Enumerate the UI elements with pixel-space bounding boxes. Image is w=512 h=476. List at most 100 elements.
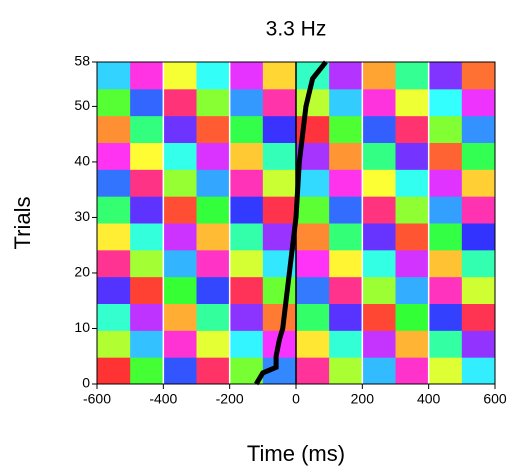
heatmap-cell: [196, 223, 231, 251]
heatmap-cell: [97, 223, 131, 251]
heatmap-cell: [362, 169, 396, 197]
heatmap-cell: [196, 169, 231, 197]
heatmap-cell: [97, 330, 131, 358]
heatmap-cell: [329, 62, 363, 90]
heatmap-cell: [329, 357, 363, 385]
heatmap-cell: [163, 303, 197, 331]
y-tick-label: 0: [82, 375, 90, 391]
heatmap-cell: [395, 88, 430, 117]
heatmap-cell: [362, 330, 396, 358]
heatmap-cell: [362, 357, 396, 385]
heatmap-cell: [395, 142, 430, 170]
heatmap-cell: [229, 142, 264, 170]
heatmap-cell: [428, 142, 463, 170]
heatmap-cell: [229, 62, 264, 90]
heatmap-cell: [262, 196, 297, 224]
heatmap-cell: [329, 115, 363, 143]
heatmap-cell: [229, 196, 264, 224]
heatmap-cell: [362, 223, 396, 251]
heatmap-cell: [296, 88, 330, 117]
heatmap-cell: [296, 330, 330, 358]
y-tick-label: 58: [74, 53, 90, 69]
heatmap-cell: [97, 142, 131, 170]
heatmap-cell: [428, 62, 463, 90]
heatmap-cell: [130, 169, 164, 197]
heatmap-cell: [395, 357, 430, 385]
heatmap-cell: [296, 169, 330, 197]
y-axis-label: Trials: [10, 197, 35, 250]
response-line: [254, 60, 328, 386]
heatmap-cell: [362, 249, 396, 278]
heatmap-cell: [262, 276, 297, 304]
heatmap-cell: [461, 142, 496, 170]
heatmap-cell: [362, 142, 396, 170]
heatmap-cell: [229, 249, 264, 278]
heatmap-cell: [163, 249, 197, 278]
x-tick-label: 200: [351, 391, 375, 407]
heatmap-cell: [329, 276, 363, 304]
heatmap-cell: [362, 276, 396, 304]
x-axis-label: Time (ms): [247, 441, 345, 466]
heatmap-cell: [296, 303, 330, 331]
heatmap-cell: [163, 115, 197, 143]
x-tick-label: 0: [292, 391, 300, 407]
heatmap-cell: [196, 276, 231, 304]
heatmap-cell: [130, 196, 164, 224]
heatmap-cell: [395, 115, 430, 143]
heatmap-cell: [196, 62, 231, 90]
heatmap-cell: [163, 169, 197, 197]
heatmap-cell: [461, 196, 496, 224]
heatmap-cell: [97, 169, 131, 197]
heatmap-cell: [461, 330, 496, 358]
heatmap-cell: [130, 276, 164, 304]
heatmap-cell: [461, 115, 496, 143]
heatmap-cell: [296, 249, 330, 278]
heatmap-cell: [97, 196, 131, 224]
heatmap-cell: [428, 169, 463, 197]
heatmap-cell: [296, 196, 330, 224]
heatmap-cell: [196, 330, 231, 358]
heatmap-cell: [461, 169, 496, 197]
heatmap-cell: [229, 115, 264, 143]
heatmap-cell: [97, 249, 131, 278]
heatmap-cell: [229, 88, 264, 117]
heatmap-cell: [296, 223, 330, 251]
heatmap-cell: [163, 223, 197, 251]
heatmap-cell: [130, 249, 164, 278]
heatmap-cell: [296, 357, 330, 385]
heatmap-cell: [196, 115, 231, 143]
heatmap-cell: [461, 276, 496, 304]
heatmap-cell: [461, 88, 496, 117]
heatmap-cell: [262, 88, 297, 117]
x-tick-label: 400: [417, 391, 441, 407]
heatmap-cell: [329, 330, 363, 358]
heatmap-cell: [130, 303, 164, 331]
heatmap-cell: [196, 142, 231, 170]
y-tick-label: 10: [74, 319, 90, 335]
heatmap-cell: [196, 357, 231, 385]
heatmap-cell: [130, 357, 164, 385]
heatmap-cell: [362, 115, 396, 143]
heatmap-cell: [395, 169, 430, 197]
heatmap-cell: [428, 303, 463, 331]
heatmap-cell: [329, 169, 363, 197]
heatmap-cell: [395, 249, 430, 278]
heatmap-cell: [97, 357, 131, 385]
heatmap-cell: [329, 223, 363, 251]
heatmap-cell: [229, 223, 264, 251]
heatmap-cell: [329, 196, 363, 224]
heatmap-cell: [130, 223, 164, 251]
heatmap-cell: [461, 303, 496, 331]
heatmap-cell: [461, 357, 496, 385]
heatmap-cell: [329, 249, 363, 278]
y-tick-label: 30: [74, 208, 90, 224]
heatmap-cell: [163, 88, 197, 117]
heatmap-cell: [461, 62, 496, 90]
heatmap-cell: [97, 115, 131, 143]
heatmap-cell: [395, 276, 430, 304]
heatmap-cell: [196, 88, 231, 117]
heatmap-cell: [196, 303, 231, 331]
heatmap-cell: [262, 115, 297, 143]
heatmap-cell: [97, 303, 131, 331]
